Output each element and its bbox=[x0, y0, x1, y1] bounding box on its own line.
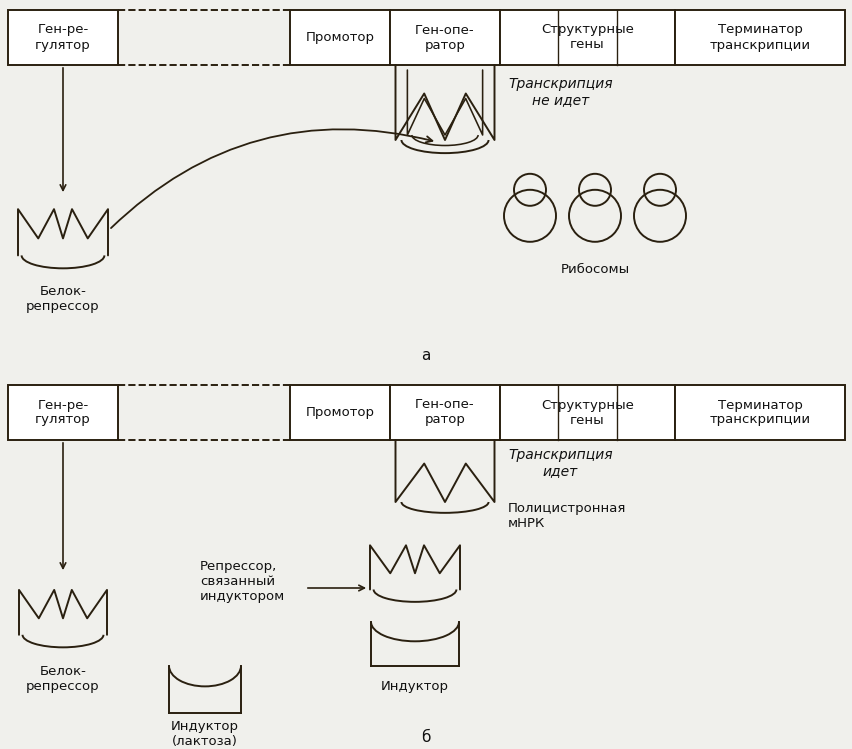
Text: Транскрипция
не идет: Транскрипция не идет bbox=[508, 77, 613, 107]
Text: Ген-опе-
ратор: Ген-опе- ратор bbox=[415, 398, 475, 426]
FancyBboxPatch shape bbox=[675, 10, 845, 65]
Text: Репрессор,
связанный
индуктором: Репрессор, связанный индуктором bbox=[200, 560, 285, 603]
FancyBboxPatch shape bbox=[675, 385, 845, 440]
FancyBboxPatch shape bbox=[8, 385, 118, 440]
Text: Ген-опе-
ратор: Ген-опе- ратор bbox=[415, 23, 475, 52]
Text: Белок-
репрессор: Белок- репрессор bbox=[26, 285, 100, 313]
Text: Белок-
репрессор: Белок- репрессор bbox=[26, 665, 100, 693]
FancyArrowPatch shape bbox=[111, 130, 432, 228]
Text: Промотор: Промотор bbox=[306, 406, 375, 419]
FancyBboxPatch shape bbox=[290, 10, 390, 65]
Text: Индуктор: Индуктор bbox=[381, 680, 449, 693]
FancyBboxPatch shape bbox=[290, 385, 390, 440]
Text: Терминатор
транскрипции: Терминатор транскрипции bbox=[710, 23, 810, 52]
Text: Промотор: Промотор bbox=[306, 31, 375, 44]
Text: Индуктор
(лактоза): Индуктор (лактоза) bbox=[171, 720, 239, 748]
FancyBboxPatch shape bbox=[500, 10, 675, 65]
Text: Транскрипция
идет: Транскрипция идет bbox=[508, 448, 613, 478]
Text: Ген-ре-
гулятор: Ген-ре- гулятор bbox=[35, 23, 91, 52]
Text: Ген-ре-
гулятор: Ген-ре- гулятор bbox=[35, 398, 91, 426]
FancyBboxPatch shape bbox=[390, 10, 500, 65]
FancyBboxPatch shape bbox=[500, 385, 675, 440]
Text: Структурные
гены: Структурные гены bbox=[541, 398, 634, 426]
Text: Терминатор
транскрипции: Терминатор транскрипции bbox=[710, 398, 810, 426]
Text: а: а bbox=[421, 348, 431, 363]
Text: Рибосомы: Рибосомы bbox=[561, 263, 630, 276]
Text: Полицистронная
мНРК: Полицистронная мНРК bbox=[508, 502, 626, 530]
Text: б: б bbox=[421, 730, 431, 745]
FancyBboxPatch shape bbox=[390, 385, 500, 440]
Text: Структурные
гены: Структурные гены bbox=[541, 23, 634, 52]
FancyBboxPatch shape bbox=[8, 10, 118, 65]
